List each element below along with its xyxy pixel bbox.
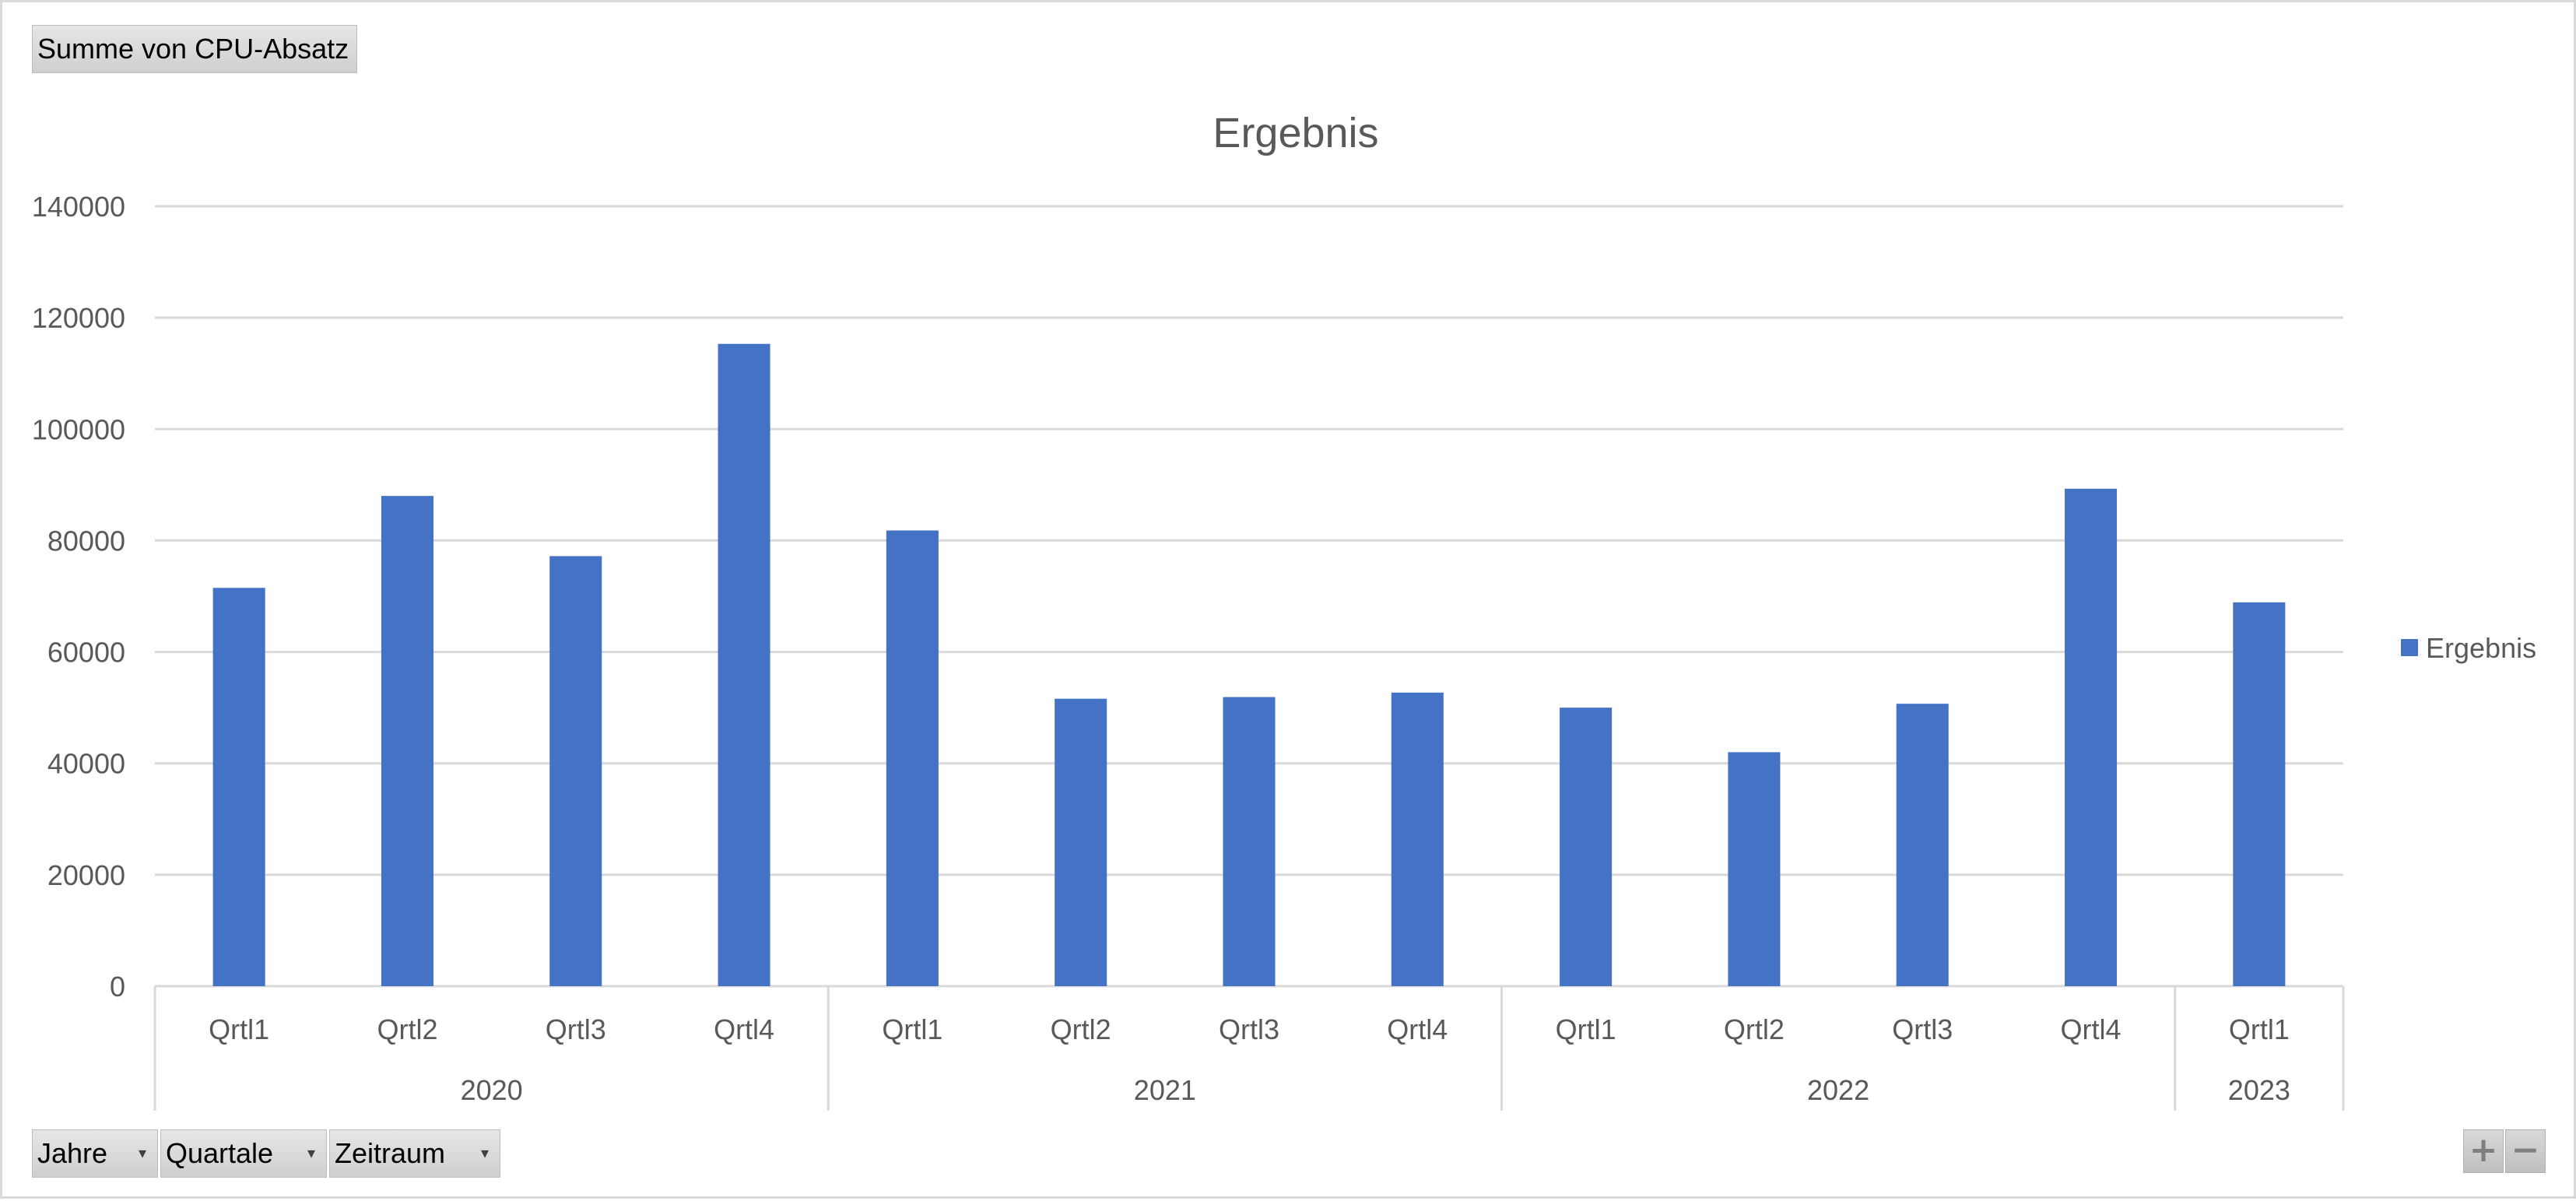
bar — [1896, 704, 1949, 986]
x-tick-label: Qrtl1 — [1556, 1013, 1616, 1045]
bar — [886, 530, 939, 986]
collapse-field-button[interactable]: − — [2505, 1129, 2546, 1173]
x-tick-label: Qrtl2 — [1051, 1013, 1111, 1045]
bar — [549, 556, 602, 986]
x-tick-label: Qrtl1 — [209, 1013, 269, 1045]
bar — [212, 588, 265, 986]
x-tick-label: Qrtl3 — [546, 1013, 606, 1045]
bar — [1391, 692, 1444, 986]
x-tick-label: Qrtl4 — [1387, 1013, 1448, 1045]
y-tick-label: 40000 — [47, 748, 125, 780]
y-tick-label: 20000 — [47, 859, 125, 891]
x-tick-label: Qrtl2 — [1724, 1013, 1785, 1045]
y-tick-label: 60000 — [47, 637, 125, 669]
bar — [2233, 602, 2286, 986]
x-tick-label: Qrtl2 — [377, 1013, 437, 1045]
y-tick-label: 140000 — [32, 191, 125, 223]
legend-swatch — [2401, 639, 2418, 656]
y-tick-label: 120000 — [32, 302, 125, 334]
x-tick-label: Qrtl4 — [2061, 1013, 2122, 1045]
axis-field-jahre-button[interactable]: Jahre ▾ — [32, 1129, 158, 1178]
chart-title: Ergebnis — [1213, 110, 1378, 156]
axis-field-quartale-label: Quartale — [166, 1137, 274, 1169]
bar — [1055, 698, 1107, 986]
y-tick-label: 0 — [110, 971, 125, 1003]
legend-label: Ergebnis — [2426, 632, 2536, 664]
x-group-label: 2023 — [2228, 1074, 2290, 1106]
value-field-button[interactable]: Summe von CPU-Absatz — [32, 25, 357, 73]
y-tick-label: 80000 — [47, 525, 125, 557]
axis-field-quartale-button[interactable]: Quartale ▾ — [160, 1129, 327, 1178]
bar — [1728, 752, 1781, 986]
x-group-label: 2022 — [1807, 1074, 1869, 1106]
bar — [718, 343, 770, 986]
x-tick-label: Qrtl3 — [1219, 1013, 1279, 1045]
y-tick-label: 100000 — [32, 413, 125, 445]
bar — [1223, 697, 1276, 986]
x-tick-label: Qrtl1 — [882, 1013, 942, 1045]
x-tick-label: Qrtl4 — [714, 1013, 774, 1045]
axis-field-zeitraum-label: Zeitraum — [335, 1137, 446, 1169]
bar — [1560, 708, 1613, 986]
x-group-label: 2020 — [461, 1074, 523, 1106]
bar — [2065, 488, 2118, 986]
x-group-label: 2021 — [1134, 1074, 1196, 1106]
expand-field-button[interactable]: + — [2463, 1129, 2504, 1173]
value-field-label: Summe von CPU-Absatz — [37, 33, 349, 65]
x-tick-label: Qrtl1 — [2229, 1013, 2290, 1045]
axis-field-jahre-label: Jahre — [37, 1137, 108, 1169]
dropdown-arrow-icon: ▾ — [307, 1145, 315, 1162]
dropdown-arrow-icon: ▾ — [480, 1145, 489, 1162]
dropdown-arrow-icon: ▾ — [138, 1145, 146, 1162]
axis-field-zeitraum-button[interactable]: Zeitraum ▾ — [329, 1129, 500, 1178]
bar — [381, 496, 433, 986]
x-tick-label: Qrtl3 — [1892, 1013, 1953, 1045]
